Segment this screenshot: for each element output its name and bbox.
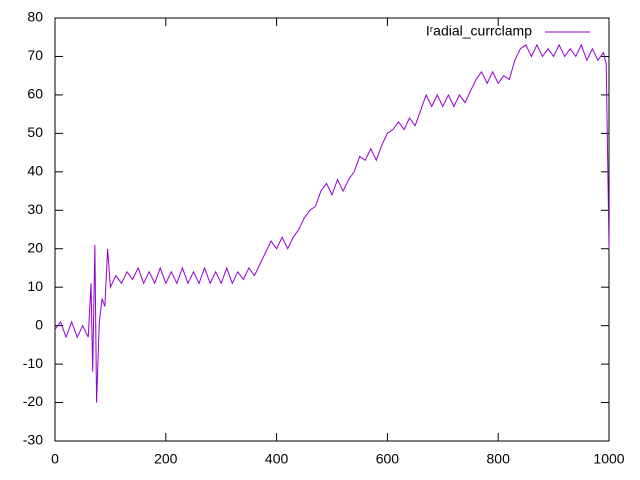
y-tick-label: 70 bbox=[27, 47, 43, 63]
y-tick-label: 80 bbox=[27, 9, 43, 25]
x-tick-label: 200 bbox=[154, 451, 178, 467]
y-tick-label: -10 bbox=[23, 355, 43, 371]
y-tick-label: 50 bbox=[27, 124, 43, 140]
y-tick-label: 30 bbox=[27, 201, 43, 217]
y-tick-label: -30 bbox=[23, 432, 43, 448]
x-tick-label: 600 bbox=[376, 451, 400, 467]
y-tick-label: 40 bbox=[27, 163, 43, 179]
y-tick-label: 20 bbox=[27, 239, 43, 255]
data-line bbox=[54, 43, 610, 403]
x-tick-label: 800 bbox=[487, 451, 511, 467]
x-tick-label: 1000 bbox=[593, 451, 624, 467]
x-tick-label: 0 bbox=[51, 451, 59, 467]
y-tick-label: 0 bbox=[35, 316, 43, 332]
y-tick-label: -20 bbox=[23, 393, 43, 409]
legend-label: Iʳadial_currclamp bbox=[426, 23, 532, 39]
plot-border bbox=[54, 17, 610, 442]
x-tick-label: 400 bbox=[265, 451, 289, 467]
y-tick-label: 60 bbox=[27, 86, 43, 102]
y-tick-label: 10 bbox=[27, 278, 43, 294]
